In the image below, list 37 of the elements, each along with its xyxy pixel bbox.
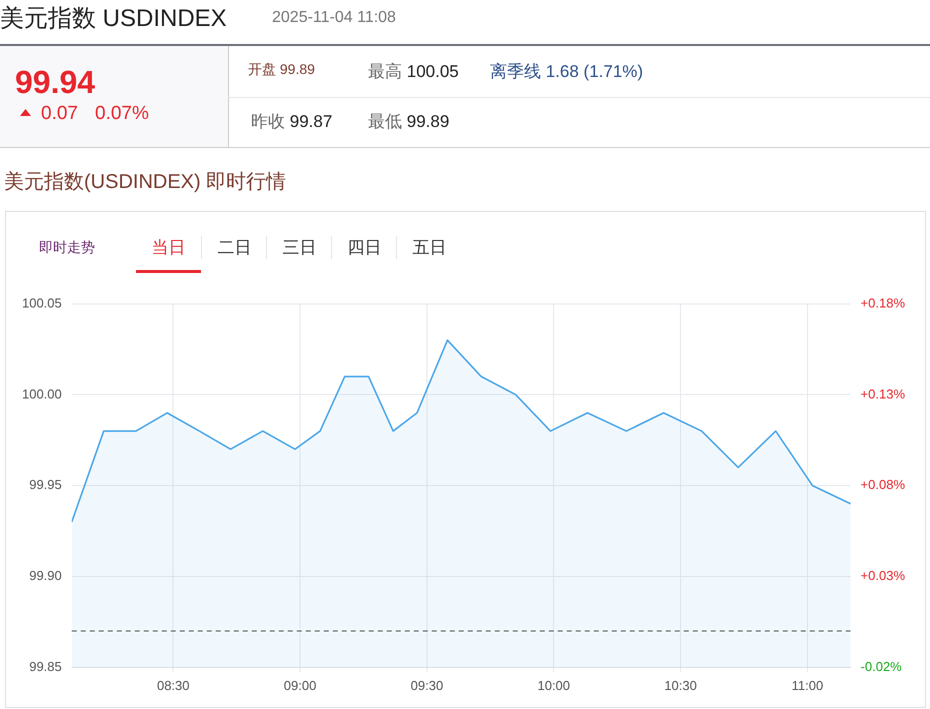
text: 五日	[396, 236, 462, 259]
text: 2025-11-04 11:08	[272, 9, 396, 27]
y-tick-label: 99.90	[29, 568, 62, 584]
text: 0.07%	[95, 103, 149, 125]
text: 99.94	[15, 64, 96, 101]
text: 99.89	[280, 61, 315, 77]
text: 二日	[201, 236, 267, 259]
chart-title: 美元指数 USDINDEX	[0, 4, 227, 34]
text: 0.07	[41, 103, 78, 125]
text: 100.05	[406, 62, 459, 81]
text: 当日	[150, 237, 186, 259]
chart-subtitle: 美元指数(USDINDEX) 即时行情	[4, 170, 286, 195]
y-tick-label: 100.00	[22, 386, 62, 402]
x-tick-label: 10:00	[537, 678, 570, 693]
y2-tick-label: +0.13%	[860, 386, 906, 402]
y2-tick-label: -0.02%	[860, 658, 902, 674]
text: 离季线 1.68 (1.71%)	[490, 61, 644, 83]
text: 99.87	[290, 112, 332, 131]
x-tick-label: 08:30	[156, 678, 190, 693]
text: 昨收	[251, 112, 285, 131]
y2-tick-label: +0.03%	[860, 568, 906, 584]
text: 开盘	[248, 61, 276, 77]
text: 最低	[368, 112, 402, 131]
y-tick-label: 99.85	[29, 658, 62, 674]
x-tick-label: 10:30	[664, 678, 697, 693]
y-tick-label: 100.05	[22, 295, 62, 310]
y2-tick-label: +0.08%	[860, 477, 906, 492]
x-tick-label: 11:00	[792, 678, 824, 693]
text: 99.89	[406, 112, 450, 131]
text: 最高	[368, 62, 402, 81]
text: 即时走势	[39, 239, 95, 257]
y-tick-label: 99.95	[29, 477, 62, 492]
y2-tick-label: +0.18%	[860, 295, 906, 310]
x-tick-label: 09:00	[284, 678, 316, 693]
text: 三日	[266, 236, 332, 259]
text: 四日	[331, 236, 397, 259]
x-tick-label: 09:30	[410, 678, 444, 693]
